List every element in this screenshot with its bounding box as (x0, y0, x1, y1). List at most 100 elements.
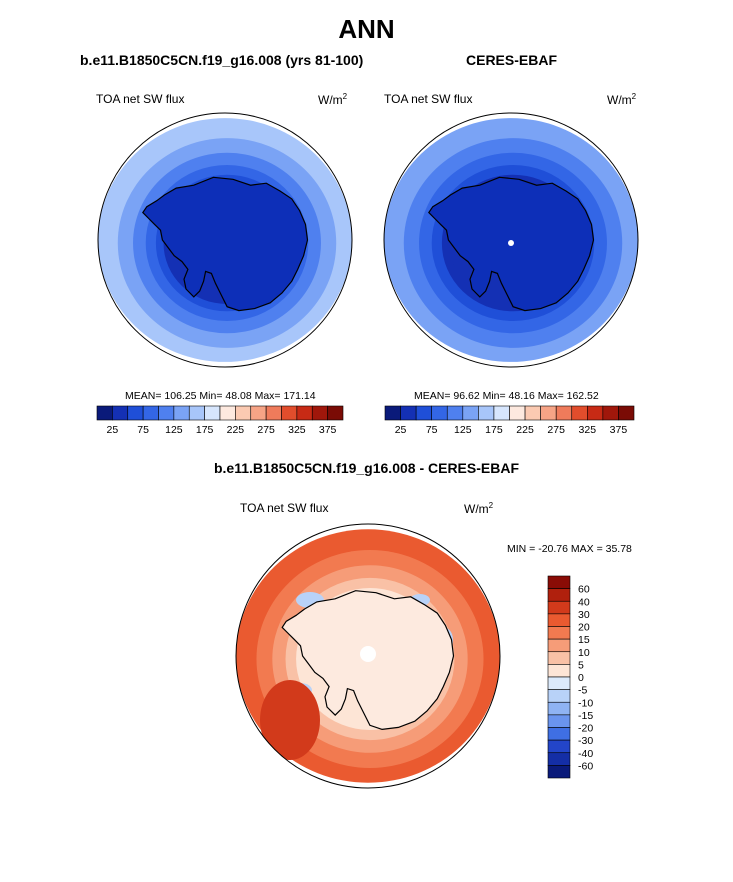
colorbar-swatch (431, 405, 448, 421)
panel1-map-border (97, 112, 353, 368)
colorbar-swatch (188, 405, 205, 421)
colorbar-swatch (547, 664, 571, 678)
colorbar-swatch (296, 405, 313, 421)
colorbar-swatch (96, 405, 113, 421)
colorbar-tick-label: 125 (454, 424, 472, 436)
colorbar-swatch (571, 405, 588, 421)
colorbar-swatch (384, 405, 401, 421)
colorbar-tick-label: 175 (485, 424, 503, 436)
colorbar-tick-label: 25 (395, 424, 407, 436)
diff-minmax: MIN = -20.76 MAX = 35.78 (507, 543, 632, 555)
panel2-stats: MEAN= 96.62 Min= 48.16 Max= 162.52 (414, 390, 599, 402)
colorbar-tick-label: 40 (578, 596, 590, 608)
colorbar-swatch (547, 626, 571, 640)
colorbar-tick-label: -60 (578, 760, 593, 772)
colorbar-swatch (415, 405, 432, 421)
panel1-title: b.e11.B1850C5CN.f19_g16.008 (yrs 81-100) (80, 52, 364, 68)
panel1-stats: MEAN= 106.25 Min= 48.08 Max= 171.14 (125, 390, 316, 402)
colorbar-swatch (400, 405, 417, 421)
colorbar-swatch (547, 701, 571, 716)
colorbar-tick-label: -30 (578, 735, 593, 747)
page-title: ANN (338, 14, 395, 44)
diff-map-border (235, 523, 501, 789)
colorbar-swatch (265, 405, 282, 421)
colorbar-tick-label: 10 (578, 647, 590, 659)
colorbar-tick-label: 75 (137, 424, 149, 436)
colorbar-tick-label: 5 (578, 659, 584, 671)
colorbar-swatch (462, 405, 479, 421)
colorbar-tick-label: 175 (196, 424, 214, 436)
colorbar-tick-label: 60 (578, 584, 590, 596)
colorbar-tick-label: -15 (578, 710, 593, 722)
colorbar-tick-label: -5 (578, 685, 587, 697)
colorbar-tick-label: 15 (578, 634, 590, 646)
colorbar-swatch (158, 405, 175, 421)
map-panel-diff (235, 523, 501, 789)
colorbar-swatch (235, 405, 252, 421)
colorbar-swatch (547, 714, 571, 728)
colorbar-swatch (327, 405, 344, 421)
colorbar-swatch (493, 405, 510, 421)
colorbar-swatch (547, 752, 571, 766)
colorbar-tick-label: 30 (578, 609, 590, 621)
colorbar-swatch (250, 405, 267, 421)
colorbar-swatch (281, 405, 298, 421)
panel2-variable-label: TOA net SW flux (384, 92, 473, 106)
colorbar-tick-label: 275 (257, 424, 275, 436)
colorbar-tick-label: 75 (426, 424, 438, 436)
colorbar-swatch (142, 405, 159, 421)
map-panel-2 (383, 112, 639, 368)
panel2-pole-hole (508, 240, 514, 246)
colorbar-tick-label: 20 (578, 622, 590, 634)
diff-variable-label: TOA net SW flux (240, 501, 329, 515)
colorbar-swatch (555, 405, 573, 421)
colorbar-swatch (478, 405, 495, 421)
colorbar-tick-label: 275 (547, 424, 565, 436)
colorbar-swatch (112, 405, 129, 421)
colorbar-swatch (547, 638, 571, 653)
colorbar-swatch (204, 405, 221, 421)
panel2-title: CERES-EBAF (466, 52, 558, 68)
colorbar-swatch (219, 405, 236, 421)
colorbar-swatch (547, 739, 571, 754)
colorbar-swatch (547, 588, 571, 602)
colorbar-tick-label: 325 (579, 424, 597, 436)
colorbar-swatch (540, 405, 557, 421)
colorbar-swatch (618, 405, 635, 421)
colorbar-swatch (547, 575, 571, 589)
colorbar-tick-label: 225 (227, 424, 245, 436)
colorbar-swatch (547, 765, 571, 779)
panel1-variable-label: TOA net SW flux (96, 92, 185, 106)
colorbar-tick-label: 0 (578, 672, 584, 684)
colorbar-swatch (547, 651, 571, 665)
colorbar-swatch (547, 727, 571, 741)
colorbar-tick-label: -40 (578, 748, 593, 760)
colorbar-tick-label: -20 (578, 723, 593, 735)
colorbar-swatch (547, 676, 571, 690)
panel1-colorbar: 25 75 125 175 225 275 325 375 (96, 405, 344, 436)
colorbar-swatch (547, 600, 571, 615)
colorbar-swatch (547, 689, 571, 703)
panel2-colorbar: 25 75 125 175 225 275 325 375 (384, 405, 635, 436)
map-panel-1 (97, 112, 353, 368)
colorbar-swatch (127, 405, 144, 421)
diff-pole-hole (360, 646, 376, 662)
positive-anomaly-patch (260, 680, 320, 760)
colorbar-swatch (547, 613, 571, 627)
panel2-units: W/m2 (607, 92, 637, 107)
colorbar-tick-label: 125 (165, 424, 183, 436)
colorbar-swatch (446, 405, 464, 421)
colorbar-swatch (524, 405, 541, 421)
colorbar-swatch (311, 405, 328, 421)
colorbar-tick-label: -10 (578, 697, 593, 709)
colorbar-swatch (173, 405, 190, 421)
diff-panel-title: b.e11.B1850C5CN.f19_g16.008 - CERES-EBAF (213, 460, 520, 476)
colorbar-swatch (587, 405, 604, 421)
colorbar-tick-label: 375 (610, 424, 628, 436)
colorbar-tick-label: 25 (107, 424, 119, 436)
colorbar-tick-label: 375 (319, 424, 337, 436)
colorbar-tick-label: 225 (516, 424, 534, 436)
panel2-map-border (383, 112, 639, 368)
